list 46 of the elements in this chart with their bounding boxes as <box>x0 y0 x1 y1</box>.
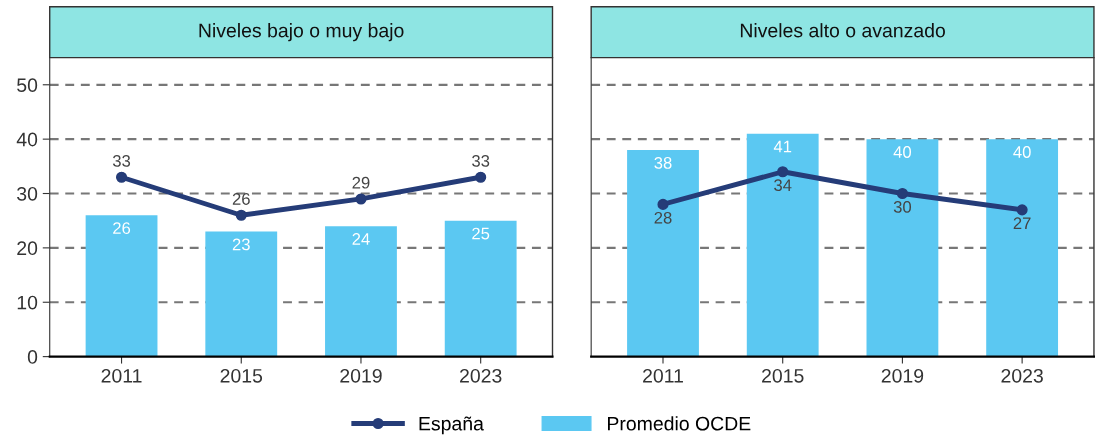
point <box>355 193 367 205</box>
data-label: 27 <box>1013 217 1031 229</box>
x-tick-label: 2011 <box>101 368 142 383</box>
point <box>1016 204 1028 216</box>
y-tick-label: 0 <box>27 350 38 364</box>
point <box>657 198 669 210</box>
x-tick-label: 2023 <box>460 368 502 383</box>
x-tick-label: 2015 <box>220 368 263 383</box>
data-label: 34 <box>774 179 792 192</box>
y-tick-label: 40 <box>16 132 38 147</box>
y-tick-label: 30 <box>17 186 38 201</box>
data-label: 33 <box>472 155 490 167</box>
x-tick-label: 2023 <box>1001 368 1043 383</box>
data-label: 25 <box>472 227 490 240</box>
data-label: 28 <box>654 211 672 224</box>
data-label: 24 <box>352 233 370 245</box>
data-label: 30 <box>893 201 912 213</box>
point <box>235 209 247 221</box>
x-tick-label: 2019 <box>881 368 924 383</box>
data-label: 38 <box>654 156 672 169</box>
legend-label: Promedio OCDE <box>608 416 751 431</box>
chart-title: Niveles bajo o muy bajo <box>199 23 404 42</box>
y-tick-label: 10 <box>17 295 38 310</box>
x-tick-label: 2011 <box>643 368 683 383</box>
data-label: 23 <box>232 238 250 251</box>
data-label: 26 <box>113 222 131 235</box>
y-tick-label: 50 <box>17 78 38 93</box>
point <box>475 171 487 183</box>
data-label: 40 <box>893 146 912 158</box>
bar <box>444 220 517 357</box>
bar <box>205 231 278 357</box>
point <box>777 166 789 178</box>
bar <box>85 215 158 357</box>
legend-label: España <box>419 416 484 435</box>
point <box>115 171 128 183</box>
data-label: 40 <box>1013 146 1031 158</box>
x-tick-label: 2015 <box>762 368 804 383</box>
chart-title: Niveles alto o avanzado <box>740 23 945 38</box>
x-tick-label: 2019 <box>340 368 382 383</box>
data-label: 41 <box>773 140 792 153</box>
bar <box>325 226 397 357</box>
point <box>896 187 908 200</box>
y-tick-label: 20 <box>17 241 38 256</box>
data-label: 26 <box>232 193 250 205</box>
data-label: 33 <box>112 155 131 167</box>
data-label: 29 <box>352 176 370 189</box>
